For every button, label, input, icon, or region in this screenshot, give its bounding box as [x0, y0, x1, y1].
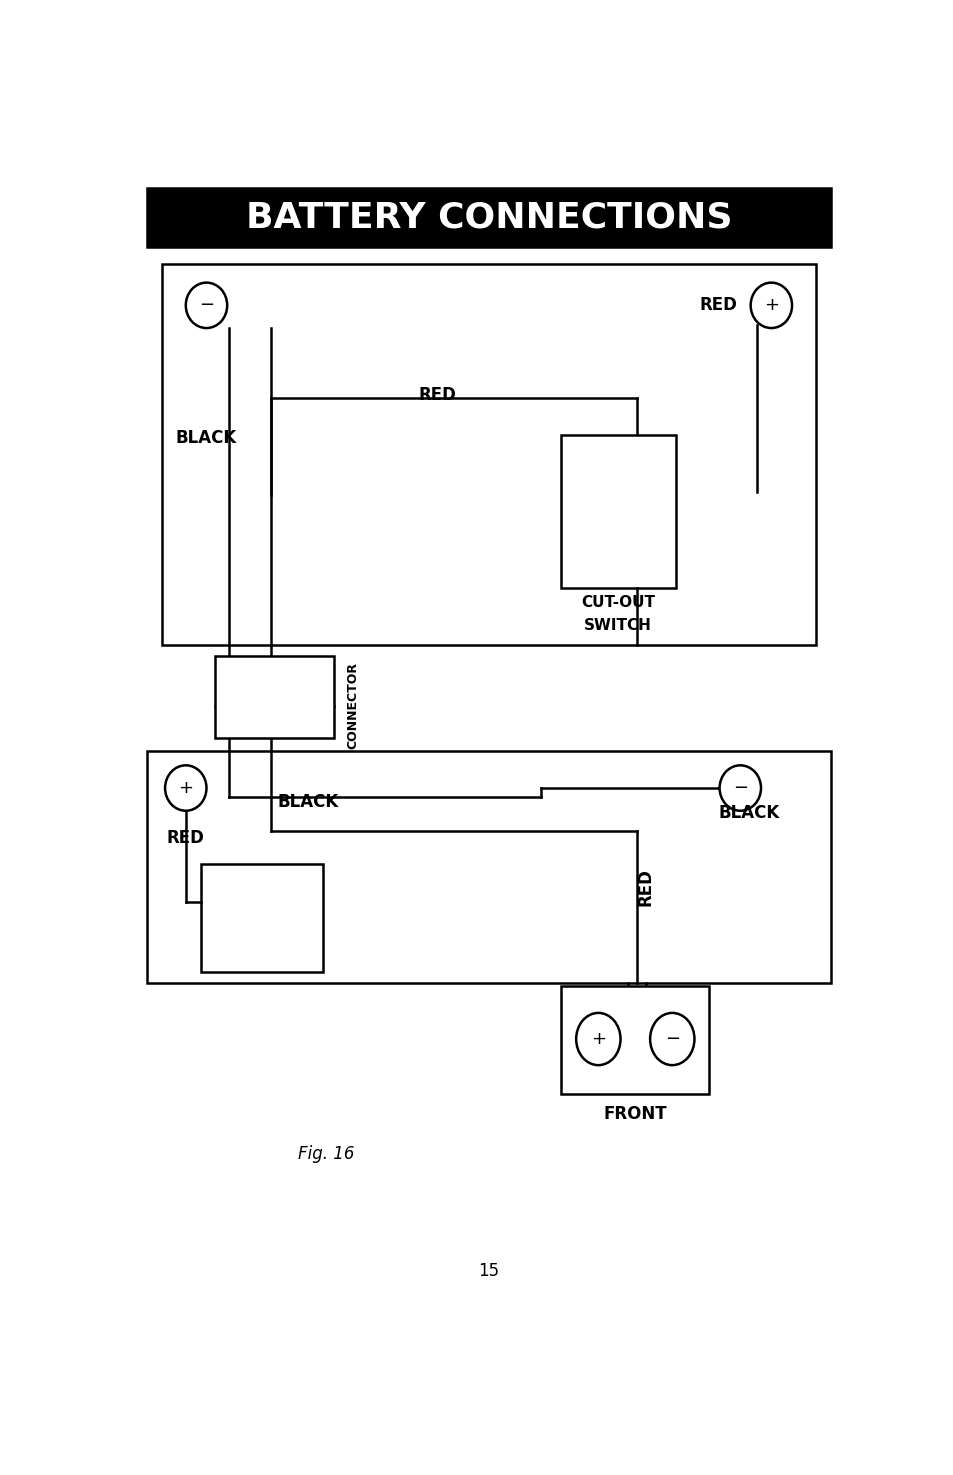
- Text: 15: 15: [477, 1261, 499, 1280]
- FancyBboxPatch shape: [200, 864, 322, 972]
- Text: RED: RED: [699, 296, 737, 314]
- Text: CUT-OUT: CUT-OUT: [580, 596, 655, 611]
- Ellipse shape: [750, 283, 791, 327]
- FancyBboxPatch shape: [215, 656, 334, 738]
- Text: −: −: [199, 296, 213, 314]
- Text: BLACK: BLACK: [718, 804, 779, 822]
- Text: +: +: [763, 296, 778, 314]
- Text: CONNECTOR: CONNECTOR: [346, 662, 359, 749]
- FancyBboxPatch shape: [147, 751, 830, 984]
- Text: Fig. 16: Fig. 16: [297, 1145, 355, 1162]
- Text: BATTERY CONNECTIONS: BATTERY CONNECTIONS: [246, 201, 731, 235]
- Text: +: +: [178, 779, 193, 797]
- Text: −: −: [664, 1030, 679, 1049]
- Text: RED: RED: [417, 386, 456, 404]
- Text: BLACK: BLACK: [277, 792, 338, 811]
- FancyBboxPatch shape: [162, 264, 815, 645]
- Text: BLACK: BLACK: [175, 429, 237, 447]
- FancyBboxPatch shape: [560, 435, 676, 589]
- Text: −: −: [732, 779, 747, 797]
- Text: +: +: [590, 1030, 605, 1049]
- Text: FRONT: FRONT: [603, 1105, 666, 1122]
- Ellipse shape: [719, 766, 760, 811]
- FancyBboxPatch shape: [147, 189, 830, 248]
- Text: RED: RED: [167, 829, 205, 847]
- FancyBboxPatch shape: [560, 985, 708, 1093]
- Ellipse shape: [165, 766, 206, 811]
- Ellipse shape: [649, 1013, 694, 1065]
- Ellipse shape: [186, 283, 227, 327]
- Text: RED: RED: [636, 867, 654, 906]
- Ellipse shape: [576, 1013, 619, 1065]
- Text: SWITCH: SWITCH: [584, 618, 652, 633]
